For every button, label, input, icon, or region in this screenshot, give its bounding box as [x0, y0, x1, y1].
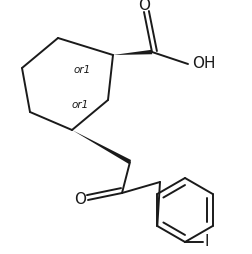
Text: or1: or1: [73, 65, 91, 75]
Text: or1: or1: [71, 100, 89, 110]
Text: O: O: [74, 193, 86, 208]
Text: I: I: [205, 234, 209, 249]
Polygon shape: [72, 130, 131, 164]
Polygon shape: [113, 50, 152, 55]
Text: O: O: [138, 0, 150, 13]
Text: OH: OH: [192, 56, 215, 71]
